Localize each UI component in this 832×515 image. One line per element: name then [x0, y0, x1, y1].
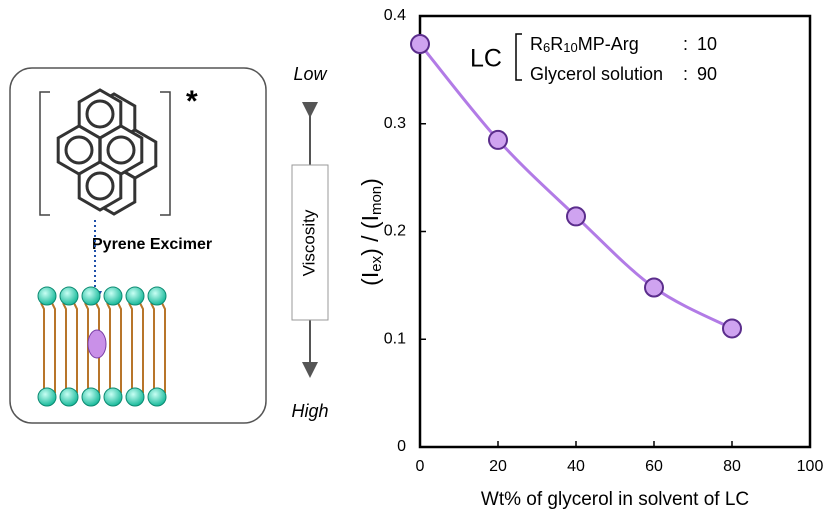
legend-separator: : — [683, 64, 688, 84]
pyrene-probe — [87, 329, 107, 359]
excimer-label: Pyrene Excimer — [92, 236, 212, 253]
low-label: Low — [293, 64, 327, 84]
lipid-tail — [84, 302, 89, 393]
y-axis-label-part: ex — [368, 255, 385, 271]
y-axis-label-part: (I — [357, 272, 383, 286]
lipid-tail — [128, 302, 133, 393]
viscosity-box — [291, 164, 329, 321]
lipid-head — [103, 286, 123, 306]
lipid-head — [59, 387, 79, 407]
ring — [106, 135, 136, 165]
lipid-head — [125, 387, 145, 407]
lipid-tail — [62, 302, 67, 393]
excited-mark: * — [186, 85, 198, 118]
lipid-tail — [106, 302, 111, 393]
panel-frame — [9, 67, 267, 424]
y-axis-label-part: ) — [357, 178, 383, 186]
lipid-head — [59, 286, 79, 306]
y-tick-label: 0.3 — [384, 115, 406, 132]
y-tick-label: 0.4 — [384, 7, 406, 24]
lipid-head — [103, 387, 123, 407]
membrane — [37, 286, 167, 407]
y-axis-label-part: ) / (I — [357, 215, 383, 256]
y-tick-label: 0.2 — [384, 223, 406, 240]
legend-name-part: R — [550, 34, 563, 54]
legend-bracket — [515, 33, 522, 81]
data-point — [566, 206, 586, 227]
lipid-head — [37, 387, 57, 407]
data-point — [488, 129, 508, 150]
lipid-tail — [139, 302, 144, 393]
y-axis-label: (Iex) / (Imon) — [357, 178, 385, 286]
x-tick-label: 40 — [567, 458, 585, 475]
legend-name-part: Glycerol solution — [530, 64, 663, 84]
x-tick-label: 0 — [416, 458, 425, 475]
lipid-head — [81, 286, 101, 306]
legend-separator: : — [683, 34, 688, 54]
legend-value: 10 — [697, 34, 717, 54]
ring — [64, 135, 94, 165]
y-tick-label: 0 — [397, 438, 406, 455]
lipid-head — [81, 387, 101, 407]
legend-name-part: R — [530, 34, 543, 54]
bracket — [39, 91, 171, 216]
lipid-head — [37, 286, 57, 306]
lipid-tail — [117, 302, 122, 393]
lipid-tail — [73, 302, 78, 393]
y-axis-label-part: mon — [368, 186, 385, 215]
fit-line — [418, 43, 733, 330]
legend-name-part: 6 — [543, 40, 550, 55]
x-tick-label: 60 — [645, 458, 663, 475]
data-point — [410, 34, 430, 55]
pyrene-structure — [56, 88, 158, 216]
lipid-tail — [161, 302, 166, 393]
lipid-head — [147, 286, 167, 306]
legend-item-name: Glycerol solution — [530, 64, 663, 84]
legend-name-part: MP-Arg — [578, 34, 639, 54]
lipid-head — [125, 286, 145, 306]
y-tick-label: 0.1 — [384, 330, 406, 347]
lipid-tail — [40, 302, 45, 393]
x-tick-label: 80 — [723, 458, 741, 475]
lipid-tail — [150, 302, 155, 393]
lipid-head — [147, 387, 167, 407]
legend-item-name: R6R10MP-Arg — [530, 34, 639, 56]
x-axis-label: Wt% of glycerol in solvent of LC — [481, 489, 749, 510]
x-tick-label: 100 — [797, 458, 824, 475]
x-tick-label: 20 — [489, 458, 507, 475]
hexagon — [77, 160, 123, 212]
ring — [85, 99, 115, 129]
legend-name-part: 10 — [563, 40, 577, 55]
legend-value: 90 — [697, 64, 717, 84]
viscosity-label: Viscosity — [299, 209, 318, 276]
ring — [85, 171, 115, 201]
legend-label: LC — [470, 45, 502, 73]
data-point — [722, 318, 742, 339]
data-point — [644, 277, 664, 298]
lipid-tail — [51, 302, 56, 393]
high-label: High — [291, 401, 328, 421]
